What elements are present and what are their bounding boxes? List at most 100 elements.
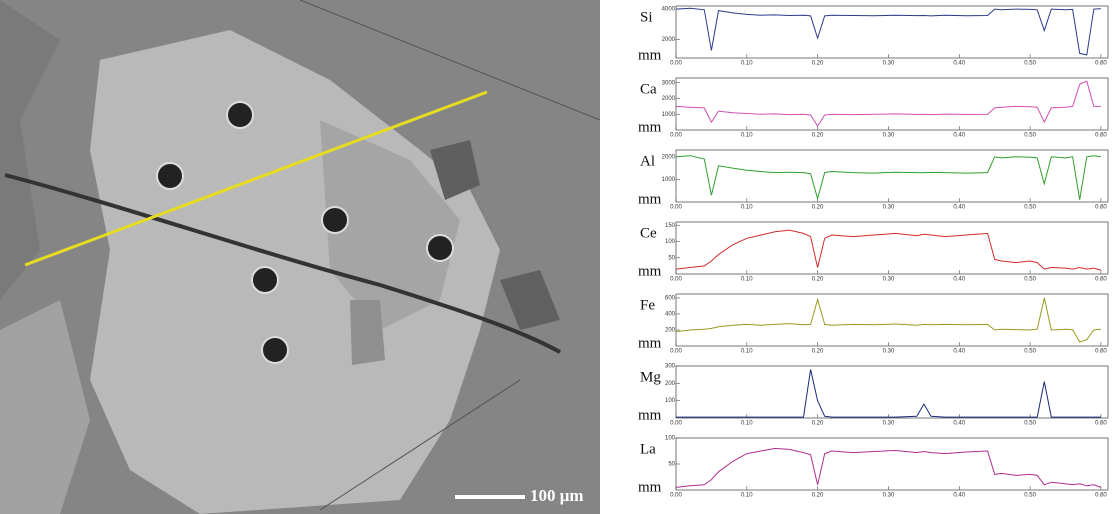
- hole: [262, 337, 288, 363]
- x-axis-label: mm: [638, 263, 662, 279]
- x-axis-label: mm: [638, 335, 662, 351]
- y-tick-label: 2000: [662, 37, 676, 43]
- y-axis-label: Mg: [640, 369, 661, 385]
- grain: [350, 300, 385, 365]
- hole: [227, 102, 253, 128]
- x-tick-label: 0.10: [741, 421, 753, 427]
- x-tick-label: 0.40: [953, 277, 965, 283]
- x-tick-label: 0.50: [1024, 205, 1036, 211]
- y-axis-label: La: [640, 441, 656, 457]
- x-tick-label: 0.30: [883, 277, 895, 283]
- x-axis-label: mm: [638, 191, 662, 207]
- hole: [322, 207, 348, 233]
- x-axis-label: mm: [638, 479, 662, 495]
- x-tick-label: 0.20: [812, 133, 824, 139]
- x-tick-label: 0.10: [741, 349, 753, 355]
- plot-frame: [676, 366, 1108, 418]
- y-axis-label: Si: [640, 9, 653, 25]
- scale-bar-label: 100 μm: [530, 486, 584, 505]
- y-tick-label: 200: [665, 381, 676, 387]
- x-tick-label: 0.50: [1024, 277, 1036, 283]
- x-tick-label: 0.20: [812, 421, 824, 427]
- x-tick-label: 0.10: [741, 277, 753, 283]
- x-tick-label: 0.60: [1095, 493, 1107, 499]
- x-tick-label: 0.50: [1024, 349, 1036, 355]
- x-tick-label: 0.60: [1095, 349, 1107, 355]
- x-tick-label: 0.00: [670, 205, 682, 211]
- x-tick-label: 0.50: [1024, 421, 1036, 427]
- x-axis-label: mm: [638, 407, 662, 423]
- plot-frame: [676, 150, 1108, 202]
- x-tick-label: 0.30: [883, 421, 895, 427]
- x-tick-label: 0.20: [812, 277, 824, 283]
- plot-frame: [676, 222, 1108, 274]
- x-tick-label: 0.30: [883, 205, 895, 211]
- x-tick-label: 0.40: [953, 493, 965, 499]
- x-tick-label: 0.60: [1095, 61, 1107, 67]
- y-tick-label: 3000: [662, 80, 676, 86]
- y-tick-label: 1000: [662, 112, 676, 118]
- x-tick-label: 0.60: [1095, 205, 1107, 211]
- sem-image: 100 μm: [0, 0, 600, 514]
- x-tick-label: 0.10: [741, 493, 753, 499]
- line-series: [676, 298, 1101, 342]
- x-tick-label: 0.10: [741, 133, 753, 139]
- line-series: [676, 81, 1101, 126]
- y-axis-label: Ce: [640, 225, 657, 241]
- y-tick-label: 400: [665, 312, 676, 318]
- x-tick-label: 0.60: [1095, 421, 1107, 427]
- x-tick-label: 0.10: [741, 205, 753, 211]
- x-tick-label: 0.20: [812, 205, 824, 211]
- x-tick-label: 0.50: [1024, 493, 1036, 499]
- y-tick-label: 4000: [662, 7, 676, 13]
- x-tick-label: 0.20: [812, 493, 824, 499]
- y-tick-label: 150: [665, 223, 676, 229]
- hole: [157, 163, 183, 189]
- x-tick-label: 0.20: [812, 349, 824, 355]
- y-axis-label: Al: [640, 153, 655, 169]
- plot-frame: [676, 78, 1108, 130]
- line-series: [676, 230, 1101, 270]
- y-axis-label: Fe: [640, 297, 655, 313]
- x-tick-label: 0.30: [883, 493, 895, 499]
- x-axis-label: mm: [638, 119, 662, 135]
- x-tick-label: 0.00: [670, 61, 682, 67]
- x-tick-label: 0.40: [953, 421, 965, 427]
- x-tick-label: 0.30: [883, 133, 895, 139]
- y-axis-label: Ca: [640, 81, 657, 97]
- x-tick-label: 0.00: [670, 133, 682, 139]
- figure: 100 μm Simm200040000.000.100.200.300.400…: [0, 0, 1113, 514]
- x-tick-label: 0.40: [953, 205, 965, 211]
- hole: [427, 235, 453, 261]
- x-tick-label: 0.60: [1095, 277, 1107, 283]
- x-tick-label: 0.50: [1024, 61, 1036, 67]
- line-series: [676, 8, 1101, 55]
- y-tick-label: 50: [668, 255, 675, 261]
- x-tick-label: 0.00: [670, 277, 682, 283]
- x-tick-label: 0.40: [953, 61, 965, 67]
- x-tick-label: 0.20: [812, 61, 824, 67]
- y-tick-label: 100: [665, 398, 676, 404]
- line-series: [676, 448, 1101, 487]
- x-tick-label: 0.40: [953, 133, 965, 139]
- y-tick-label: 1000: [662, 177, 676, 183]
- y-tick-label: 600: [665, 296, 676, 302]
- y-tick-label: 100: [665, 436, 676, 442]
- x-tick-label: 0.00: [670, 349, 682, 355]
- y-tick-label: 50: [668, 462, 675, 468]
- x-axis-label: mm: [638, 47, 662, 63]
- y-tick-label: 2000: [662, 154, 676, 160]
- x-tick-label: 0.40: [953, 349, 965, 355]
- line-series: [676, 156, 1101, 200]
- x-tick-label: 0.00: [670, 421, 682, 427]
- plot-frame: [676, 438, 1108, 490]
- x-tick-label: 0.60: [1095, 133, 1107, 139]
- x-tick-label: 0.30: [883, 349, 895, 355]
- x-tick-label: 0.10: [741, 61, 753, 67]
- hole: [252, 267, 278, 293]
- line-series: [676, 370, 1101, 418]
- y-tick-label: 300: [665, 364, 676, 370]
- x-tick-label: 0.30: [883, 61, 895, 67]
- x-tick-label: 0.50: [1024, 133, 1036, 139]
